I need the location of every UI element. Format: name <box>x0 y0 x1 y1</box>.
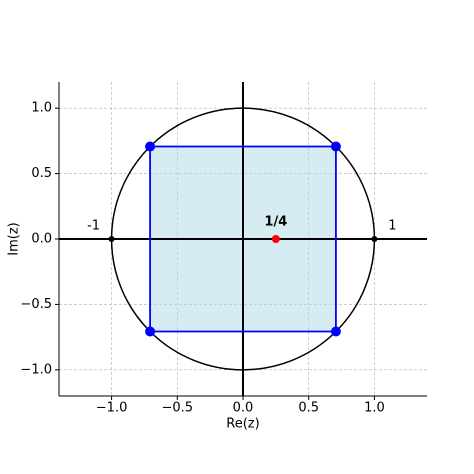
x-tick-label: 0.5 <box>298 401 319 416</box>
x-tick-label: 0.0 <box>233 401 254 416</box>
point <box>145 326 156 337</box>
y-axis-label: Im(z) <box>7 222 22 255</box>
y-tick-label: 1.0 <box>31 101 52 116</box>
point-label: 1/4 <box>264 215 287 230</box>
point <box>330 141 341 152</box>
point <box>330 326 341 337</box>
y-tick-label: −0.5 <box>20 297 52 312</box>
point <box>108 236 115 242</box>
y-tick-label: −1.0 <box>20 362 52 377</box>
x-tick-label: −0.5 <box>161 401 193 416</box>
point-label: 1 <box>388 219 396 234</box>
x-axis-label: Re(z) <box>226 417 259 432</box>
y-tick-label: 0.0 <box>31 232 52 247</box>
point <box>371 236 378 242</box>
point <box>145 141 156 152</box>
y-tick-label: 0.5 <box>31 166 52 181</box>
x-tick-label: −1.0 <box>96 401 128 416</box>
x-tick-label: 1.0 <box>364 401 385 416</box>
point-label: -1 <box>87 219 100 234</box>
point <box>271 235 280 243</box>
